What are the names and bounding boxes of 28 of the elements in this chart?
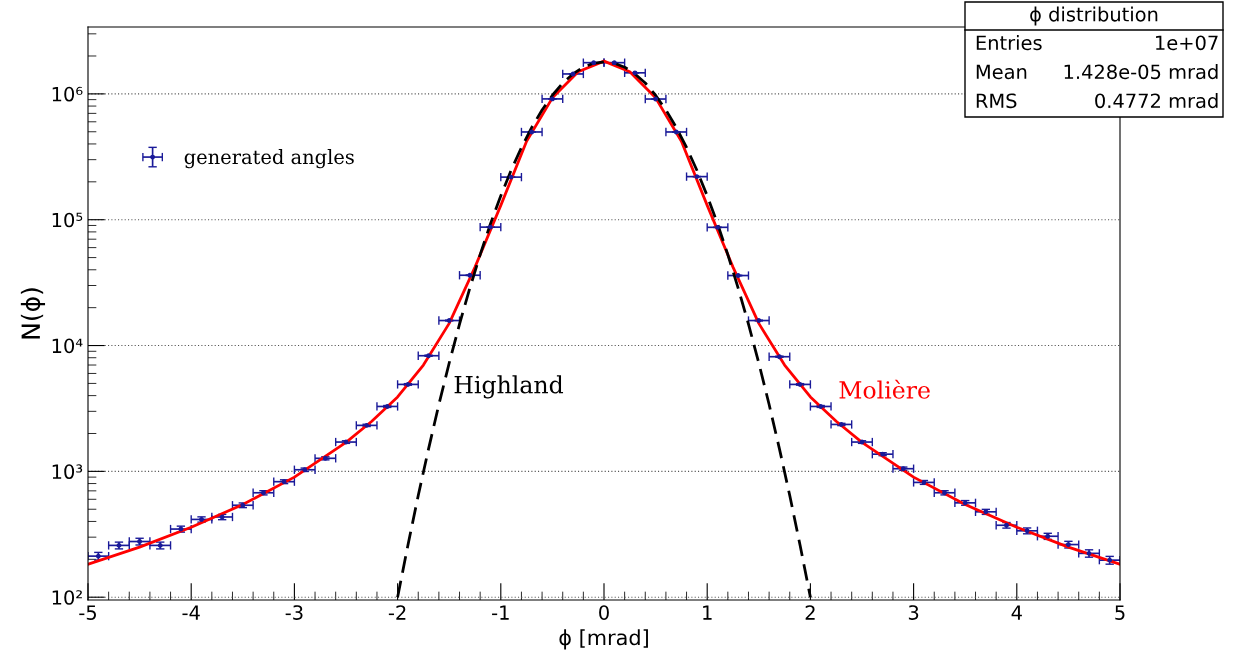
y-axis-title: N(ϕ) [20, 288, 46, 339]
x-tick-label: -3 [285, 605, 303, 620]
x-tick-label: 3 [908, 605, 919, 620]
x-tick-label: -5 [79, 605, 96, 620]
x-tick-label: -4 [182, 605, 200, 620]
x-tick-label: 1 [703, 605, 712, 620]
x-axis-title: ϕ [mrad] [559, 629, 648, 650]
x-tick-label: 0 [599, 605, 609, 620]
x-tick-label: -2 [388, 605, 406, 620]
annotation: Molière [839, 379, 930, 399]
x-tick-label: -1 [492, 605, 509, 620]
legend-label: generated angles [184, 149, 354, 169]
x-tick-label: 2 [805, 605, 815, 620]
y-tick-label: 10⁶ [52, 86, 83, 102]
annotation: Mean [976, 64, 1027, 80]
annotation: 0.4772 mrad [1095, 93, 1218, 109]
y-tick-label: 10⁴ [52, 338, 83, 354]
annotation: 1.428e-05 mrad [1064, 64, 1218, 80]
text: ϕ distribution [1030, 6, 1158, 26]
annotation: Entries [976, 35, 1042, 51]
text: 1e+07 [1156, 35, 1218, 51]
y-tick-label: 10³ [52, 464, 83, 480]
annotation: Highland [454, 375, 564, 399]
y-tick-label: 10⁵ [52, 212, 83, 228]
annotation: RMS [976, 93, 1017, 109]
x-tick-label: 4 [1011, 605, 1022, 620]
y-tick-label: 10² [52, 590, 82, 605]
x-tick-label: 5 [1115, 605, 1125, 620]
